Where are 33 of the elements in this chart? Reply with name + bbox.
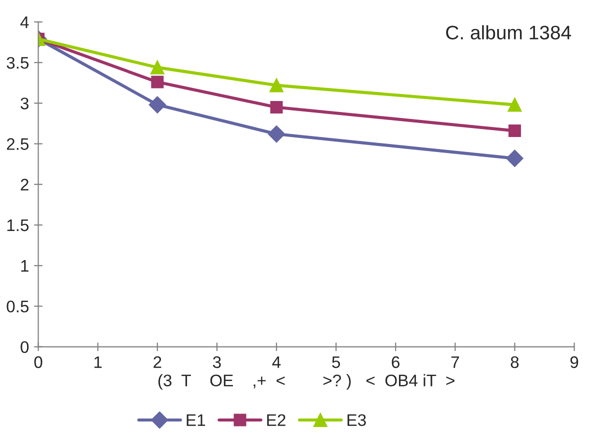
y-tick-label: 1 bbox=[21, 260, 28, 272]
annotation: C. album 1384 bbox=[446, 25, 572, 40]
y-tick-label: 0.5 bbox=[6, 300, 29, 312]
x-tick-label: 1 bbox=[94, 356, 102, 368]
x-tick-label: 2 bbox=[154, 356, 162, 368]
legend-label: E1 bbox=[186, 414, 206, 426]
x-tick-label: 5 bbox=[332, 356, 340, 368]
legend-label: E3 bbox=[348, 414, 366, 426]
point bbox=[506, 150, 524, 167]
point bbox=[148, 96, 166, 114]
y-tick-label: 3.5 bbox=[6, 56, 29, 69]
point bbox=[268, 125, 286, 143]
x-tick-label: 0 bbox=[34, 356, 42, 368]
point bbox=[151, 76, 164, 88]
x-axis-title: (3 T OE ,+ < >? ) < OB4 iT > bbox=[158, 374, 454, 390]
y-tick-label: 4 bbox=[20, 16, 29, 28]
point bbox=[150, 60, 164, 74]
x-tick-label: 8 bbox=[510, 356, 519, 368]
y-tick-label: 1.5 bbox=[7, 220, 29, 232]
x-tick-label: 4 bbox=[272, 356, 281, 368]
x-tick-label: 9 bbox=[570, 356, 578, 368]
point bbox=[270, 100, 283, 114]
x-tick-label: 7 bbox=[451, 356, 459, 368]
point bbox=[270, 78, 284, 92]
legend-label: E2 bbox=[267, 414, 286, 426]
point bbox=[508, 98, 522, 112]
y-tick-label: 2.5 bbox=[6, 138, 29, 150]
x-tick-label: 3 bbox=[212, 356, 221, 368]
y-tick-label: 0 bbox=[20, 341, 29, 354]
point bbox=[508, 124, 521, 138]
x-tick-label: 6 bbox=[392, 356, 400, 368]
y-tick-label: 3 bbox=[20, 98, 29, 110]
y-tick-label: 2 bbox=[20, 178, 28, 190]
